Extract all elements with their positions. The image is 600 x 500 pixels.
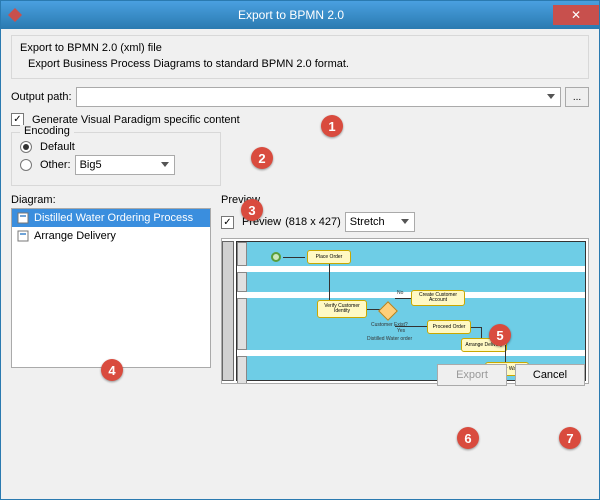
diagram-icon (16, 229, 30, 243)
item-label: Distilled Water Ordering Process (34, 212, 193, 224)
preview-checkbox[interactable]: ✓ (221, 216, 234, 229)
dialog-content: Export to BPMN 2.0 (xml) file Export Bus… (1, 29, 599, 394)
lane-label (237, 272, 247, 292)
bpmn-task: Create Customer Account (411, 290, 465, 306)
encoding-other-value: Big5 (80, 159, 102, 171)
callout-3: 3 (241, 199, 263, 221)
sequence-flow (395, 326, 427, 327)
browse-button[interactable]: ... (565, 87, 589, 107)
cancel-button[interactable]: Cancel (515, 364, 585, 386)
lane-label (237, 356, 247, 384)
preview-header: ✓ Preview (818 x 427) Stretch (221, 212, 589, 232)
flow-label: Yes (397, 328, 405, 334)
preview-mode-combo[interactable]: Stretch (345, 212, 415, 232)
encoding-default-label: Default (40, 141, 75, 153)
app-icon (7, 7, 23, 23)
close-button[interactable]: ✕ (553, 5, 599, 25)
encoding-default-radio[interactable] (20, 141, 32, 153)
titlebar: Export to BPMN 2.0 ✕ (1, 1, 599, 29)
browse-label: ... (573, 92, 581, 103)
export-bpmn-dialog: Export to BPMN 2.0 ✕ Export to BPMN 2.0 … (0, 0, 600, 500)
encoding-other-combo[interactable]: Big5 (75, 155, 175, 175)
flow-label: No (397, 290, 403, 296)
bpmn-pool: Place Order Verify Customer Identity Cus… (236, 241, 586, 381)
bpmn-task: Place Order (307, 250, 351, 264)
callout-4: 4 (101, 359, 123, 381)
diagram-icon (16, 211, 30, 225)
bpmn-start-event (271, 252, 281, 262)
bpmn-task: Proceed Order (427, 320, 471, 334)
callout-2: 2 (251, 147, 273, 169)
preview-canvas: Place Order Verify Customer Identity Cus… (221, 238, 589, 384)
header-section: Export to BPMN 2.0 (xml) file Export Bus… (11, 35, 589, 79)
lane-separator (237, 350, 585, 356)
callout-7: 7 (559, 427, 581, 449)
encoding-fieldset: Encoding Default Other: Big5 (11, 132, 221, 186)
output-path-row: Output path: ... (11, 87, 589, 107)
bpmn-task: Verify Customer Identity (317, 300, 367, 318)
callout-1: 1 (321, 115, 343, 137)
encoding-other-radio[interactable] (20, 159, 32, 171)
lane-label (237, 298, 247, 350)
sequence-flow (481, 327, 482, 338)
list-item[interactable]: Distilled Water Ordering Process (12, 209, 210, 227)
preview-dimensions: (818 x 427) (285, 216, 341, 228)
encoding-other-label: Other: (40, 159, 71, 171)
lower-panes: Diagram: Distilled Water Ordering Proces… (11, 194, 589, 384)
diagram-label: Diagram: (11, 194, 211, 206)
output-path-combo[interactable] (76, 87, 561, 107)
preview-mode-value: Stretch (350, 216, 385, 228)
sequence-flow (283, 257, 305, 258)
lane-label (237, 242, 247, 266)
list-item[interactable]: Arrange Delivery (12, 227, 210, 245)
sequence-flow (395, 298, 411, 299)
data-annotation: Distilled Water order (367, 336, 412, 342)
preview-pane: Preview ✓ Preview (818 x 427) Stretch (221, 194, 589, 384)
chevron-down-icon (158, 158, 172, 172)
lane-separator (237, 266, 585, 272)
sequence-flow (471, 327, 481, 328)
close-icon: ✕ (571, 8, 581, 22)
export-button[interactable]: Export (437, 364, 507, 386)
callout-5: 5 (489, 324, 511, 346)
chevron-down-icon (544, 90, 558, 104)
output-path-label: Output path: (11, 91, 72, 103)
window-title: Export to BPMN 2.0 (29, 8, 553, 22)
header-description: Export Business Process Diagrams to stan… (28, 58, 580, 70)
dialog-buttons: Export Cancel (437, 364, 585, 386)
pool-label (222, 241, 234, 381)
generate-vp-row: ✓ Generate Visual Paradigm specific cont… (11, 113, 589, 126)
chevron-down-icon (398, 215, 412, 229)
bpmn-gateway (378, 301, 398, 321)
preview-label: Preview (221, 194, 589, 206)
generate-vp-label: Generate Visual Paradigm specific conten… (32, 114, 240, 126)
item-label: Arrange Delivery (34, 230, 116, 242)
diagram-pane: Diagram: Distilled Water Ordering Proces… (11, 194, 211, 384)
diagram-list[interactable]: Distilled Water Ordering Process Arrange… (11, 208, 211, 368)
header-title: Export to BPMN 2.0 (xml) file (20, 42, 580, 54)
sequence-flow (329, 264, 330, 300)
encoding-legend: Encoding (20, 125, 74, 137)
callout-6: 6 (457, 427, 479, 449)
